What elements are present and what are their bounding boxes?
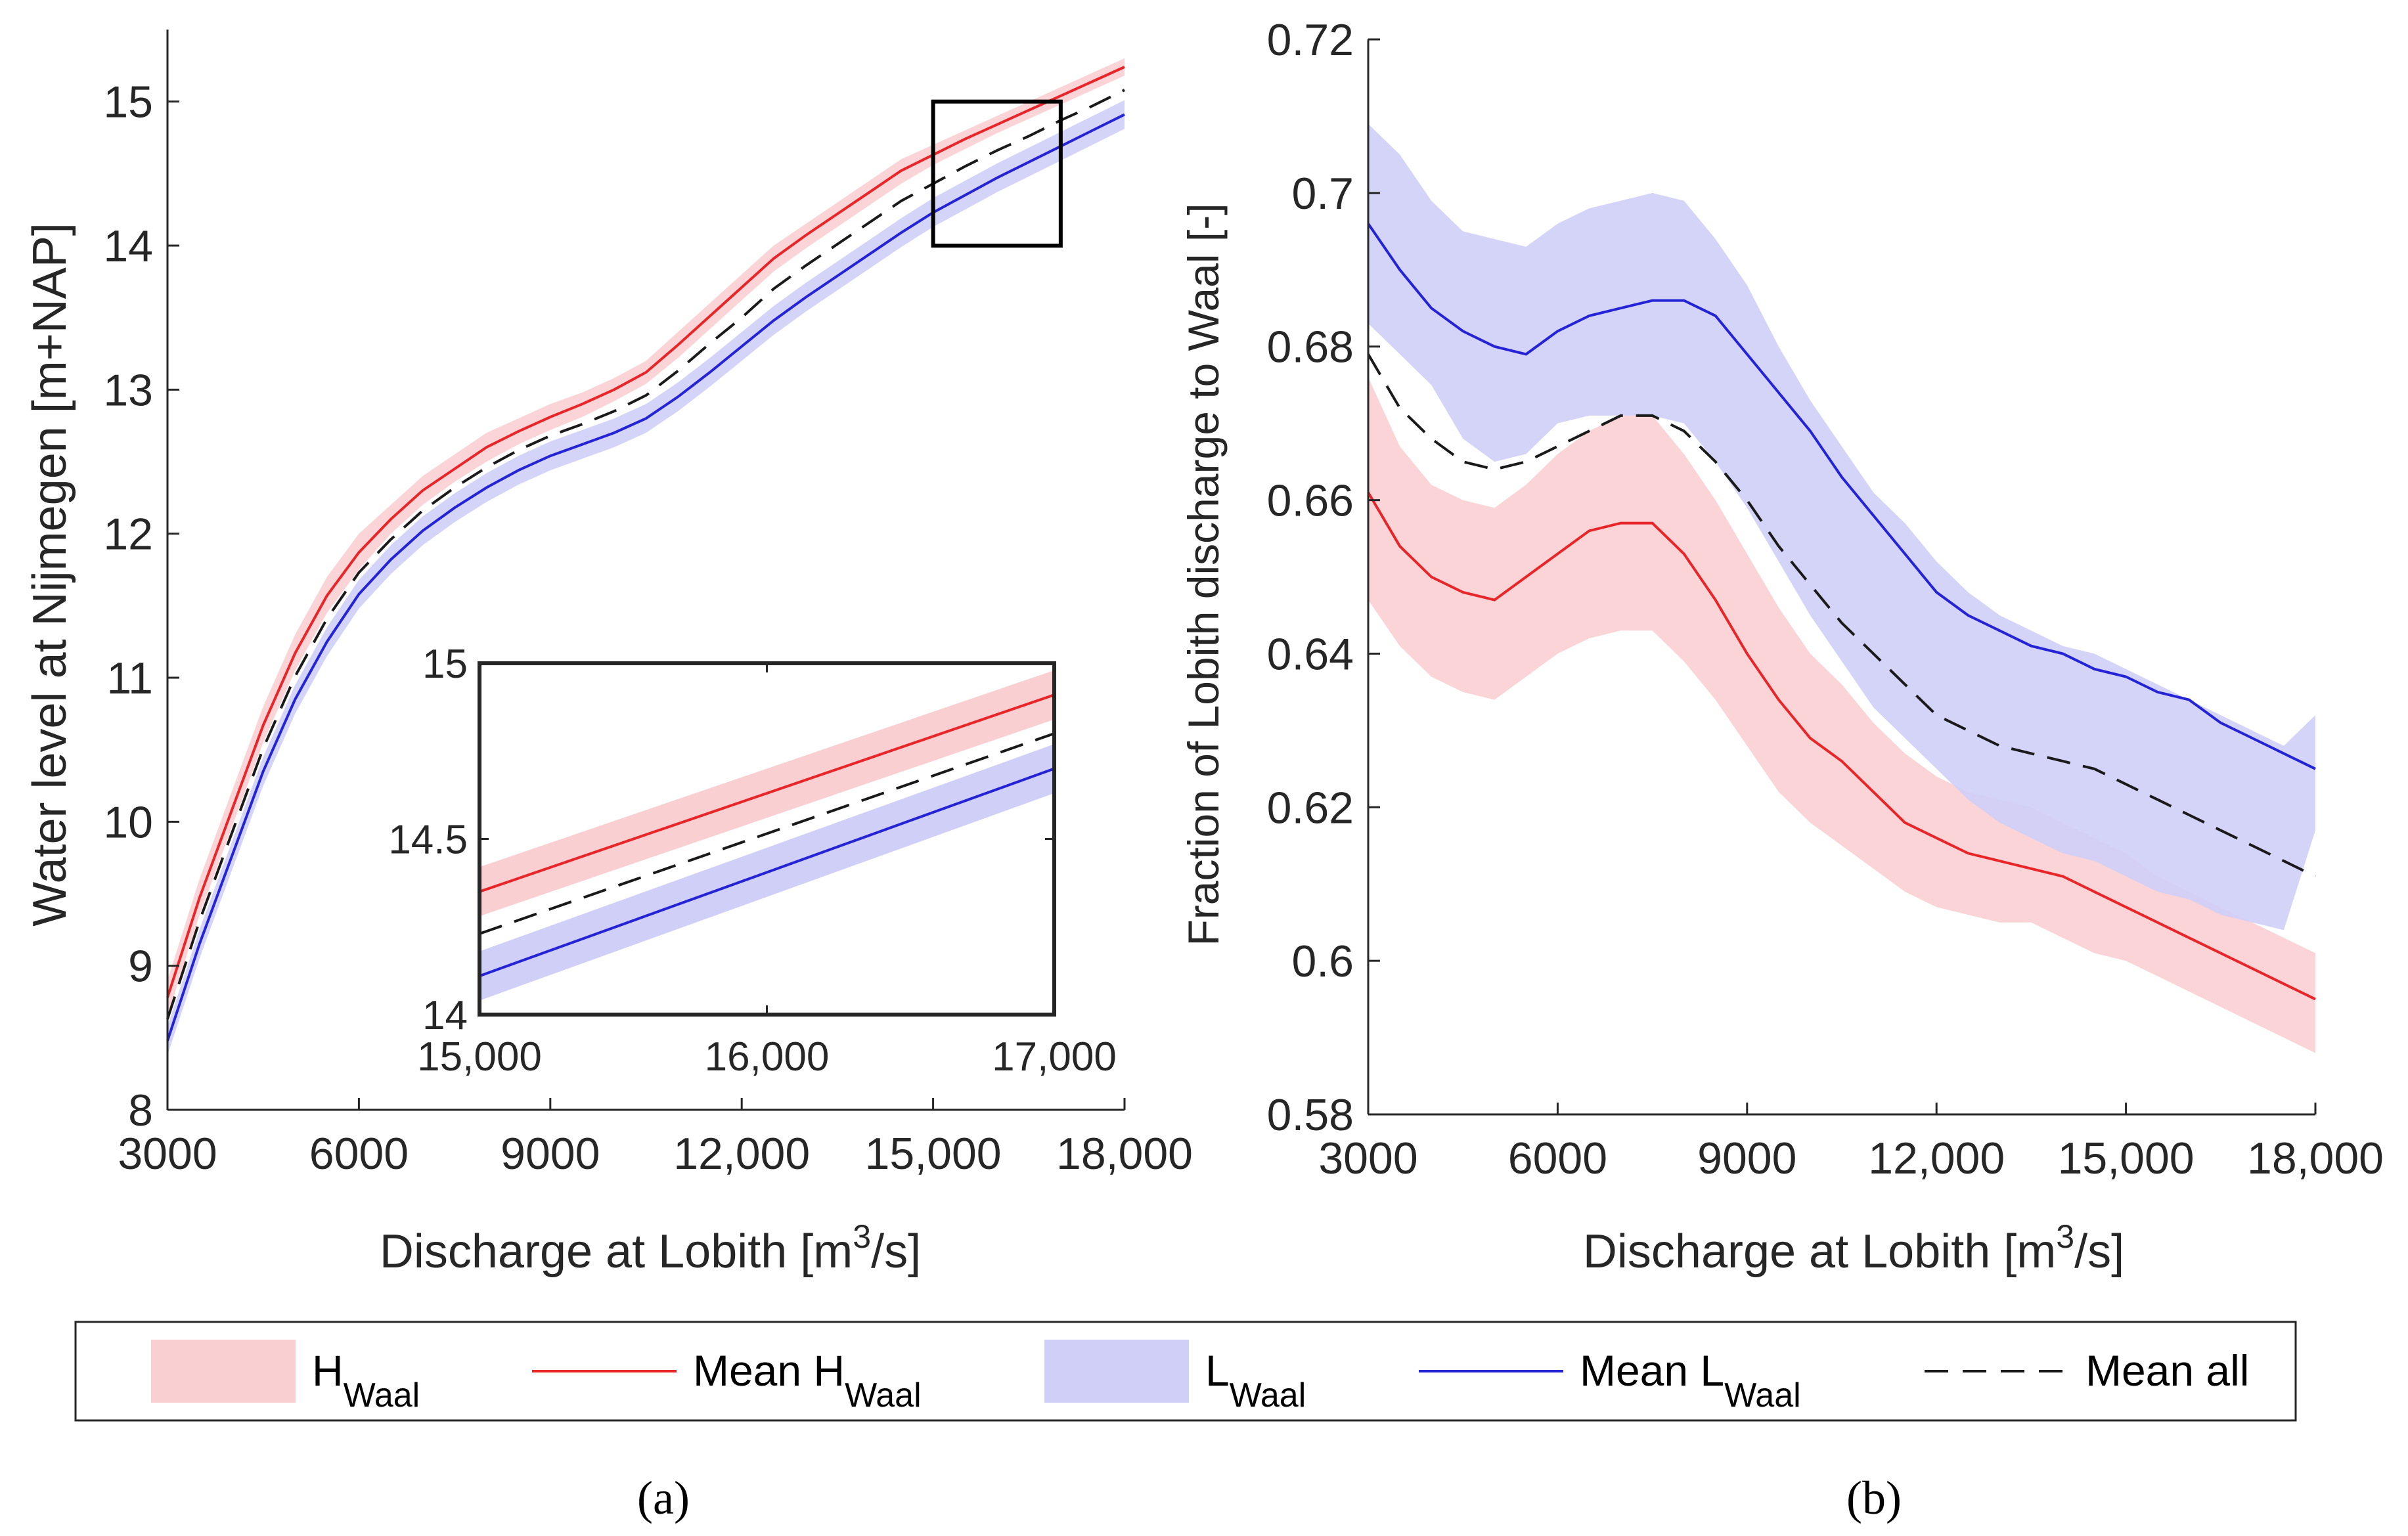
- y-tick-label: 0.72: [1267, 15, 1354, 65]
- y-tick-label: 8: [128, 1086, 153, 1135]
- y-tick-label: 0.64: [1267, 629, 1354, 679]
- y-tick-label: 11: [106, 653, 153, 703]
- legend-label-main: Mean all: [2085, 1346, 2249, 1395]
- inset-line-mean-h-waal: [479, 693, 1055, 893]
- y-axis-label: Fraction of Lobith discharge to Waal [-]: [1179, 203, 1228, 946]
- inset-x-tick-label: 15,000: [417, 1034, 542, 1080]
- legend-label: LWaal: [1205, 1346, 1306, 1415]
- legend-label: Mean all: [2085, 1346, 2249, 1395]
- x-tick-label: 12,000: [673, 1129, 810, 1179]
- y-tick-label: 14: [103, 221, 153, 271]
- series-line-mean-h-waal: [1367, 491, 2316, 1001]
- panel-a-chart: 3000 6000 9000 12,000 15,000 18,000 8 9 10 11 12 13…: [24, 30, 1193, 1278]
- y-axis-label: Water level at Nijmegen [m+NAP]: [24, 223, 76, 927]
- x-axis-label: Discharge at Lobith [m3/s]: [380, 1218, 921, 1278]
- legend-label-main: Mean L: [1580, 1346, 1724, 1395]
- legend-label: Mean LWaal: [1580, 1346, 1801, 1415]
- series-line-mean-all: [166, 89, 1125, 1020]
- x-tick-label: 18,000: [1056, 1129, 1193, 1179]
- band-l-waal: [1368, 123, 2315, 931]
- x-tick-label: 9000: [1697, 1133, 1796, 1183]
- inset-line-mean-all: [479, 732, 1055, 935]
- x-tick-label: 3000: [1318, 1133, 1417, 1183]
- series-line-mean-all: [1367, 353, 2316, 878]
- legend-label: Mean HWaal: [693, 1346, 922, 1415]
- legend-label-sub: Waal: [1724, 1376, 1801, 1415]
- panel-b-chart: 3000 6000 9000 12,000 15,000 18,000 0.58 0.6 0.6…: [1179, 15, 2384, 1278]
- legend-swatch-band: [151, 1340, 296, 1403]
- x-tick-label: 15,000: [865, 1129, 1002, 1179]
- panel-label-b: (b): [1846, 1472, 1902, 1524]
- y-tick-label: 9: [128, 942, 153, 992]
- y-tick-label: 0.62: [1267, 783, 1354, 833]
- y-tick-label: 0.6: [1291, 936, 1354, 986]
- y-tick-label: 0.58: [1267, 1090, 1354, 1140]
- y-tick-label: 13: [103, 365, 153, 415]
- inset-x-tick-label: 16,000: [705, 1034, 830, 1080]
- y-tick-label: 0.66: [1267, 476, 1354, 526]
- legend-label-main: L: [1205, 1346, 1230, 1395]
- x-axis-label: Discharge at Lobith [m3/s]: [1583, 1218, 2124, 1278]
- x-tick-label: 18,000: [2247, 1133, 2384, 1183]
- y-tick-label: 10: [103, 797, 153, 847]
- y-tick-label: 15: [103, 77, 153, 127]
- inset-y-tick-label: 15: [422, 642, 468, 687]
- x-tick-label: 9000: [501, 1129, 600, 1179]
- legend-swatch-band: [1044, 1340, 1189, 1403]
- legend-label-sub: Waal: [344, 1376, 420, 1415]
- legend-label-sub: Waal: [845, 1376, 922, 1415]
- series-line-mean-l-waal: [166, 113, 1125, 1042]
- series-line-mean-l-waal: [1367, 223, 2316, 770]
- inset-chart: 15,000 16,000 17,000 14 14.5 15: [388, 642, 1116, 1080]
- x-tick-label: 12,000: [1868, 1133, 2005, 1183]
- inset-x-tick-label: 17,000: [992, 1034, 1117, 1080]
- y-tick-label: 12: [103, 510, 153, 560]
- band-h-waal: [167, 58, 1125, 1017]
- y-tick-label: 0.68: [1267, 322, 1354, 372]
- x-tick-label: 6000: [309, 1129, 409, 1179]
- panel-label-a: (a): [637, 1472, 690, 1524]
- series-line-mean-h-waal: [166, 66, 1125, 998]
- legend-label-main: Mean H: [693, 1346, 845, 1395]
- inset-y-tick-label: 14.5: [388, 818, 468, 863]
- x-tick-label: 3000: [118, 1129, 217, 1179]
- legend-label: HWaal: [312, 1346, 420, 1415]
- y-tick-label: 0.7: [1291, 169, 1354, 219]
- inset-y-tick-label: 14: [422, 993, 468, 1038]
- legend-label-sub: Waal: [1230, 1376, 1306, 1415]
- zoom-box: [931, 99, 1063, 248]
- inset-line-mean-l-waal: [479, 767, 1055, 978]
- x-tick-label: 15,000: [2058, 1133, 2195, 1183]
- legend-label-main: H: [312, 1346, 344, 1395]
- x-tick-label: 6000: [1508, 1133, 1607, 1183]
